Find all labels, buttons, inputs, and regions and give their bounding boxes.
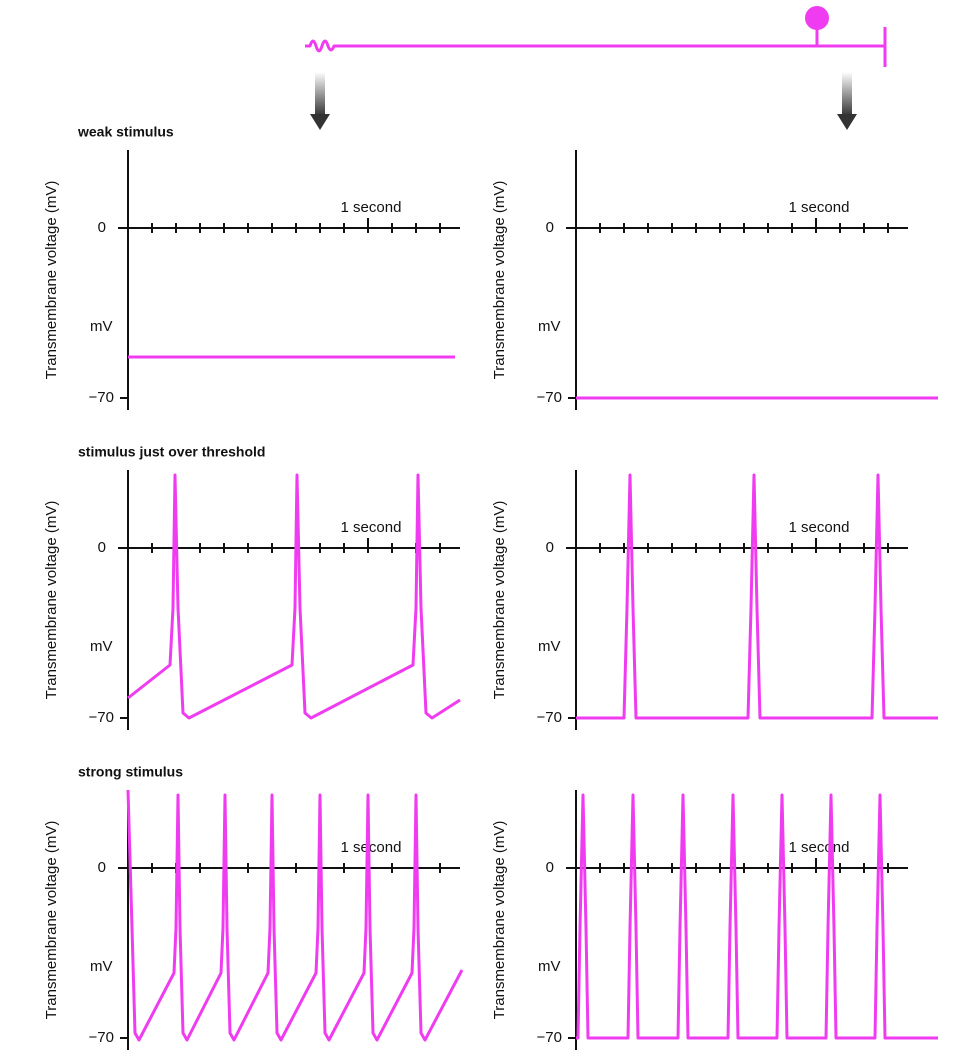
panel-title: stimulus just over threshold (78, 444, 265, 460)
zero-label: 0 (98, 219, 106, 236)
low-label: −70 (537, 709, 562, 726)
low-label: −70 (537, 1029, 562, 1046)
y-label: Transmembrane voltage (mV) (491, 181, 508, 380)
arrow (310, 72, 330, 130)
unit-label: mV (538, 638, 561, 655)
voltage-trace (576, 793, 938, 1040)
time-label: 1 second (789, 839, 850, 856)
low-label: −70 (89, 389, 114, 406)
y-label: Transmembrane voltage (mV) (491, 821, 508, 1020)
panel-title: strong stimulus (78, 764, 183, 780)
neuron (305, 6, 887, 67)
low-label: −70 (89, 1029, 114, 1046)
y-label: Transmembrane voltage (mV) (43, 181, 60, 380)
axon (305, 39, 885, 53)
voltage-trace (576, 473, 938, 720)
soma (805, 6, 829, 30)
y-label: Transmembrane voltage (mV) (43, 501, 60, 700)
time-label: 1 second (341, 839, 402, 856)
zero-label: 0 (98, 539, 106, 556)
time-label: 1 second (789, 519, 850, 536)
unit-label: mV (90, 958, 113, 975)
y-label: Transmembrane voltage (mV) (491, 501, 508, 700)
voltage-trace (126, 789, 464, 1042)
y-label: Transmembrane voltage (mV) (43, 821, 60, 1020)
low-label: −70 (89, 709, 114, 726)
zero-label: 0 (546, 219, 554, 236)
time-label: 1 second (341, 199, 402, 216)
panel-title: weak stimulus (77, 124, 174, 140)
voltage-trace (127, 473, 461, 720)
arrow (837, 72, 857, 130)
unit-label: mV (538, 318, 561, 335)
zero-label: 0 (546, 539, 554, 556)
time-label: 1 second (341, 519, 402, 536)
zero-label: 0 (98, 859, 106, 876)
unit-label: mV (90, 318, 113, 335)
unit-label: mV (538, 958, 561, 975)
zero-label: 0 (546, 859, 554, 876)
time-label: 1 second (789, 199, 850, 216)
low-label: −70 (537, 389, 562, 406)
unit-label: mV (90, 638, 113, 655)
